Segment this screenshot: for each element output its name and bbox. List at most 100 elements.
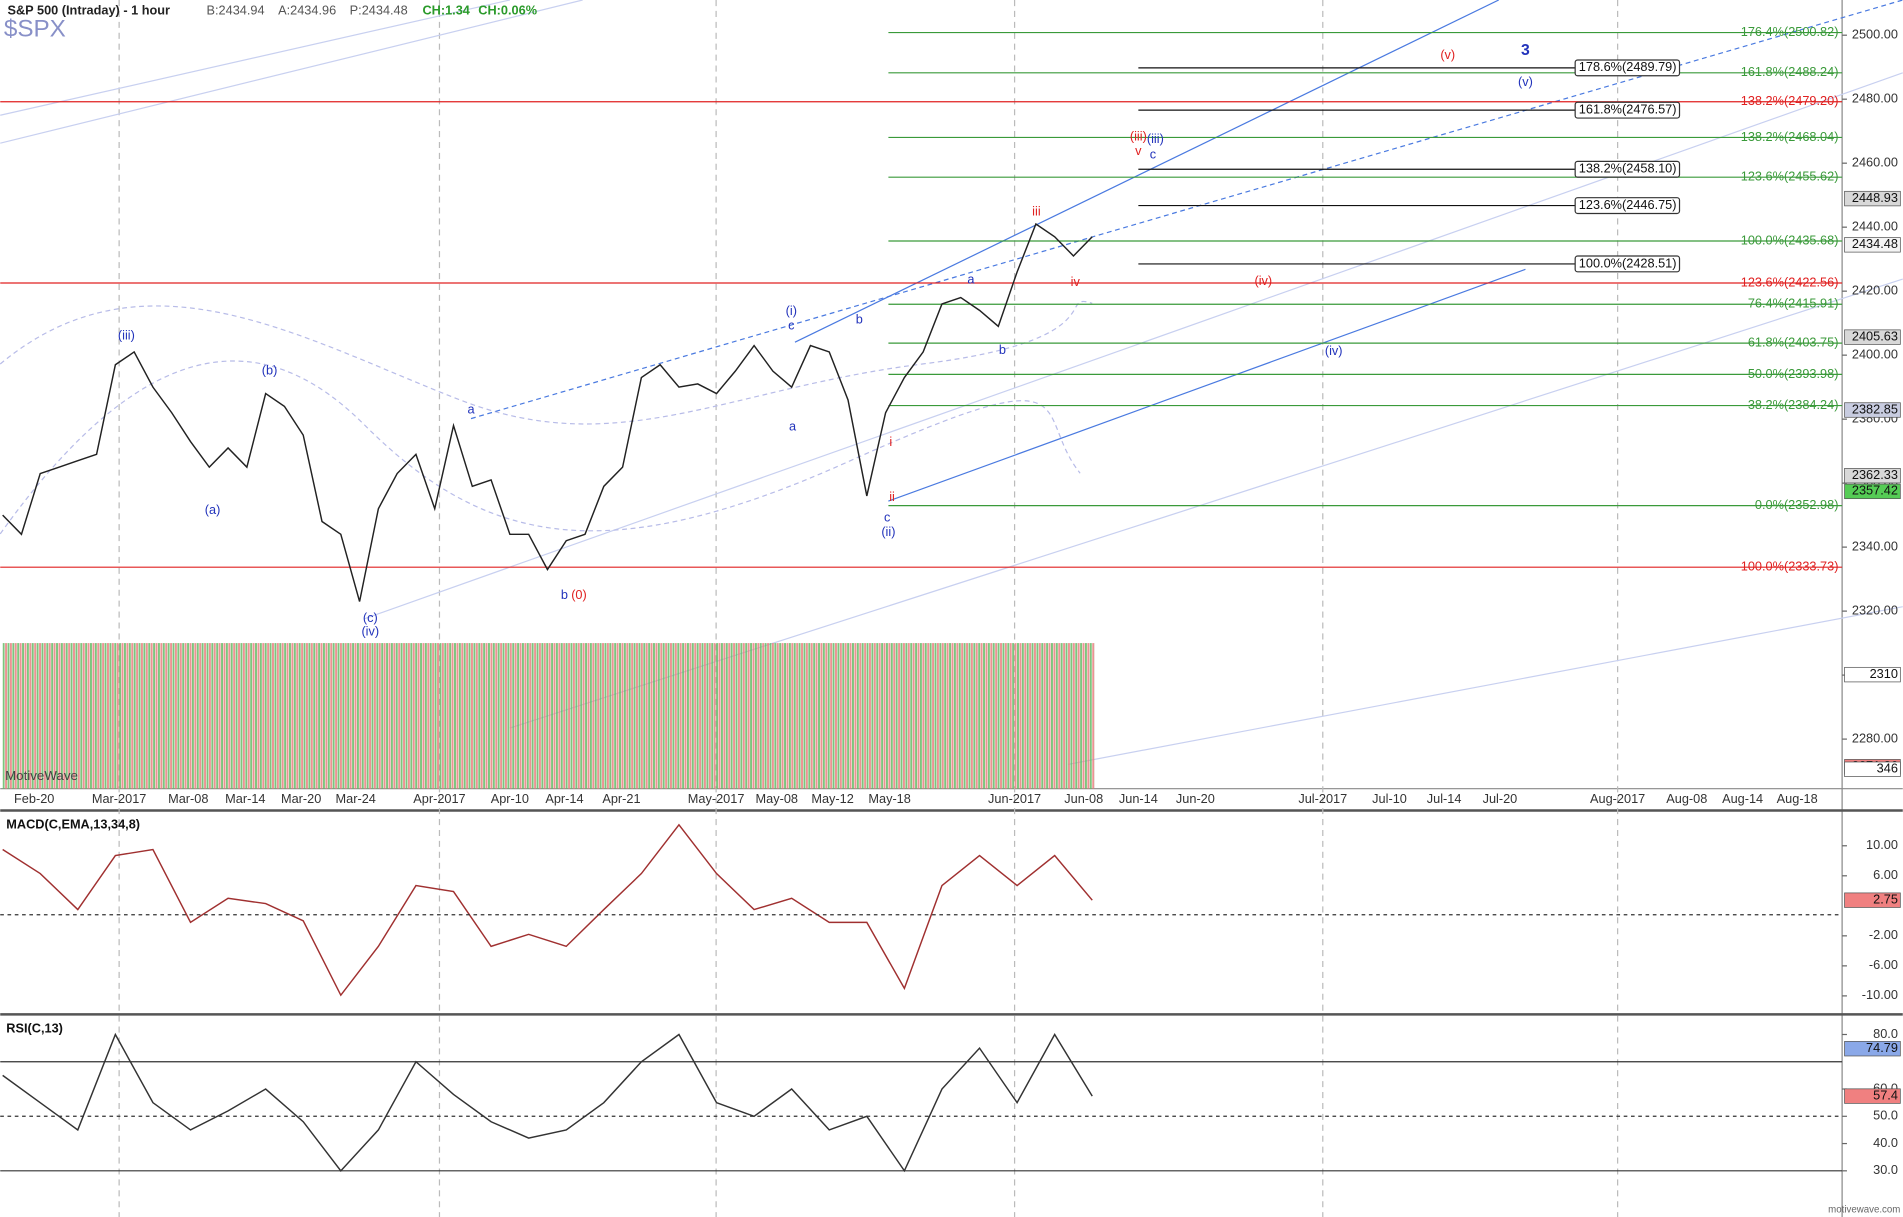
fib-label: 100.0%(2435.68) bbox=[1741, 232, 1839, 247]
watermark: MotiveWave bbox=[5, 768, 78, 783]
y-tick-label: -2.00 bbox=[1869, 927, 1898, 942]
fib-label: 0.0%(2352.98) bbox=[1755, 497, 1839, 512]
x-tick-label: May-18 bbox=[868, 791, 910, 806]
fib-label: 176.4%(2500.82) bbox=[1741, 24, 1839, 39]
wave-label: (a) bbox=[205, 502, 221, 517]
value-badge-label: 74.79 bbox=[1866, 1040, 1898, 1055]
wave-label: a bbox=[467, 401, 475, 416]
footer: motivewave.com bbox=[1828, 1204, 1900, 1215]
panel-title: RSI(C,13) bbox=[6, 1020, 63, 1035]
x-tick-label: May-08 bbox=[756, 791, 798, 806]
fib-label-box bbox=[1574, 197, 1681, 215]
fib-label: 161.8%(2488.24) bbox=[1741, 64, 1839, 79]
wave-label: iv bbox=[1071, 274, 1081, 289]
price-line bbox=[2, 1032, 1093, 1173]
wave-label: (c) bbox=[363, 610, 378, 625]
x-tick-label: Mar-14 bbox=[225, 791, 265, 806]
wave-label: c bbox=[788, 318, 795, 333]
fib-label: 100.0%(2333.73) bbox=[1741, 559, 1839, 574]
y-tick-label: 2440.00 bbox=[1852, 219, 1898, 234]
value-badge bbox=[1844, 190, 1901, 207]
price-line bbox=[2, 222, 1093, 602]
x-tick-label: Apr-21 bbox=[602, 791, 640, 806]
fib-label: 50.0%(2393.98) bbox=[1748, 366, 1839, 381]
y-tick-label: 2480.00 bbox=[1852, 91, 1898, 106]
wave-label: (iii) bbox=[1147, 131, 1164, 146]
x-tick-label: May-12 bbox=[811, 791, 853, 806]
x-tick-label: Mar-20 bbox=[281, 791, 321, 806]
wave-label: b bbox=[856, 312, 863, 327]
value-badge bbox=[1844, 468, 1901, 484]
y-tick-label: -6.00 bbox=[1869, 957, 1898, 972]
value-badge-label: 2405.63 bbox=[1852, 328, 1898, 343]
y-tick-label: 2320.00 bbox=[1852, 602, 1898, 617]
fib-label: 178.6%(2489.79) bbox=[1579, 59, 1677, 74]
fib-label-box bbox=[1574, 59, 1681, 77]
value-badge bbox=[1844, 1088, 1901, 1104]
wave-label: (i) bbox=[786, 303, 797, 318]
wave-label: a bbox=[789, 418, 797, 433]
fib-label: 61.8%(2403.75) bbox=[1748, 335, 1839, 350]
y-tick-label: 2340.00 bbox=[1852, 538, 1898, 553]
x-tick-label: Feb-20 bbox=[14, 791, 54, 806]
channel-lines bbox=[0, 0, 1903, 766]
y-tick-label: 50.0 bbox=[1873, 1108, 1898, 1123]
x-tick-label: Mar-08 bbox=[168, 791, 208, 806]
value-badge-label: 57.4 bbox=[1873, 1087, 1898, 1102]
wave-label: b bbox=[999, 342, 1006, 357]
y-tick-label: 2500.00 bbox=[1852, 27, 1898, 42]
x-tick-label: Apr-2017 bbox=[413, 791, 465, 806]
y-tick-label: -10.00 bbox=[1862, 987, 1898, 1002]
x-tick-label: Jun-20 bbox=[1176, 791, 1215, 806]
fib-label: 123.6%(2455.62) bbox=[1741, 169, 1839, 184]
wave-label: (iii) bbox=[1130, 128, 1147, 143]
y-tick-label: 80.0 bbox=[1873, 1026, 1898, 1041]
wave-label: (ii) bbox=[881, 524, 895, 539]
quote-field: B:2434.94 bbox=[206, 2, 264, 17]
wave-label: (iv) bbox=[361, 624, 379, 639]
x-tick-label: Apr-10 bbox=[491, 791, 529, 806]
fib-label: 161.8%(2476.57) bbox=[1579, 102, 1677, 117]
x-tick-label: Jun-14 bbox=[1119, 791, 1158, 806]
quote-field: P:2434.48 bbox=[350, 2, 408, 17]
value-badge-label: 2434.48 bbox=[1852, 236, 1898, 251]
value-badge-label: 2382.85 bbox=[1852, 401, 1898, 416]
fib-label: 138.2%(2458.10) bbox=[1579, 161, 1677, 176]
wave-label: (iv) bbox=[1325, 343, 1343, 358]
value-badge-label: 2448.93 bbox=[1852, 190, 1898, 205]
x-tick-label: Jun-2017 bbox=[988, 791, 1041, 806]
fib-label-box bbox=[1574, 255, 1681, 273]
x-tick-label: Aug-2017 bbox=[1590, 791, 1645, 806]
y-tick-label: 2280.00 bbox=[1852, 730, 1898, 745]
value-badge bbox=[1844, 761, 1901, 777]
fib-label-box bbox=[1574, 160, 1681, 178]
value-badge bbox=[1844, 237, 1901, 253]
wave-label: ii bbox=[889, 489, 895, 504]
fib-label-box bbox=[1574, 101, 1681, 119]
wave-label: 3 bbox=[1521, 42, 1530, 59]
wave-label: b bbox=[561, 587, 568, 602]
wave-label: v bbox=[1135, 143, 1142, 158]
wave-label: (0) bbox=[571, 587, 587, 602]
wave-label: (v) bbox=[1518, 74, 1533, 89]
value-badge-label: 2310 bbox=[1870, 666, 1898, 681]
value-badge-label: 2.75 bbox=[1873, 892, 1898, 907]
wave-label: iii bbox=[1032, 204, 1041, 219]
value-badge-label: 346 bbox=[1877, 761, 1898, 776]
wave-label: i bbox=[889, 434, 892, 449]
quote-field: CH:0.06% bbox=[478, 2, 537, 17]
x-tick-label: Mar-24 bbox=[336, 791, 376, 806]
value-badge bbox=[1844, 329, 1901, 345]
x-tick-label: Apr-14 bbox=[545, 791, 583, 806]
fib-label: 38.2%(2384.24) bbox=[1748, 397, 1839, 412]
fib-label: 123.6%(2446.75) bbox=[1579, 197, 1677, 212]
quote-field: A:2434.96 bbox=[278, 2, 336, 17]
x-tick-label: Jul-10 bbox=[1372, 791, 1407, 806]
panel-title: MACD(C,EMA,13,34,8) bbox=[6, 816, 140, 831]
price-line bbox=[2, 823, 1093, 997]
value-badge bbox=[1844, 666, 1901, 683]
value-badge-label: 2362.33 bbox=[1852, 467, 1898, 482]
wave-label: c bbox=[884, 509, 891, 524]
chart-title: S&P 500 (Intraday) - 1 hour bbox=[8, 2, 171, 17]
